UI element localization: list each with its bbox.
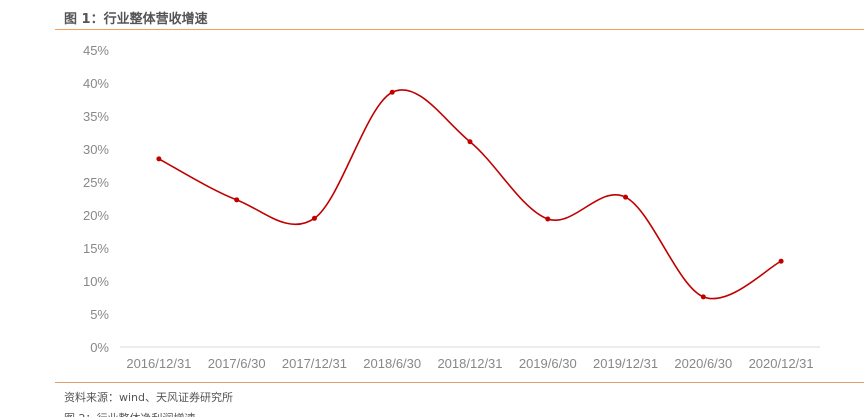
y-tick-label: 20% bbox=[83, 208, 109, 223]
data-point bbox=[389, 89, 395, 95]
data-point bbox=[545, 216, 551, 222]
source-divider bbox=[55, 382, 864, 383]
x-tick-label: 2020/12/31 bbox=[749, 356, 814, 371]
x-tick-label: 2017/12/31 bbox=[282, 356, 347, 371]
next-figure-caption: 图 2：行业整体净利润增速 bbox=[64, 410, 196, 417]
x-tick-label: 2018/6/30 bbox=[363, 356, 421, 371]
x-tick-label: 2017/6/30 bbox=[208, 356, 266, 371]
y-tick-label: 5% bbox=[90, 307, 109, 322]
data-point bbox=[778, 258, 784, 264]
source-note: 资料来源：wind、天风证券研究所 bbox=[64, 391, 234, 404]
data-point bbox=[623, 194, 629, 200]
y-tick-label: 15% bbox=[83, 241, 109, 256]
x-tick-label: 2018/12/31 bbox=[437, 356, 502, 371]
x-tick-label: 2019/12/31 bbox=[593, 356, 658, 371]
data-point bbox=[311, 215, 317, 221]
series-line bbox=[158, 89, 782, 300]
y-tick-label: 25% bbox=[83, 175, 109, 190]
title-divider bbox=[55, 29, 864, 30]
y-tick-label: 40% bbox=[83, 76, 109, 91]
data-point bbox=[156, 156, 162, 162]
data-point bbox=[467, 139, 473, 145]
x-tick-label: 2016/12/31 bbox=[126, 356, 191, 371]
y-tick-label: 45% bbox=[83, 43, 109, 58]
figure-title: 图 1：行业整体营收增速 bbox=[64, 12, 208, 27]
data-point bbox=[234, 197, 240, 203]
y-tick-label: 35% bbox=[83, 109, 109, 124]
y-tick-label: 30% bbox=[83, 142, 109, 157]
x-tick-label: 2019/6/30 bbox=[519, 356, 577, 371]
x-tick-label: 2020/6/30 bbox=[674, 356, 732, 371]
data-point bbox=[700, 294, 706, 300]
y-tick-label: 0% bbox=[90, 340, 109, 355]
y-tick-label: 10% bbox=[83, 274, 109, 289]
